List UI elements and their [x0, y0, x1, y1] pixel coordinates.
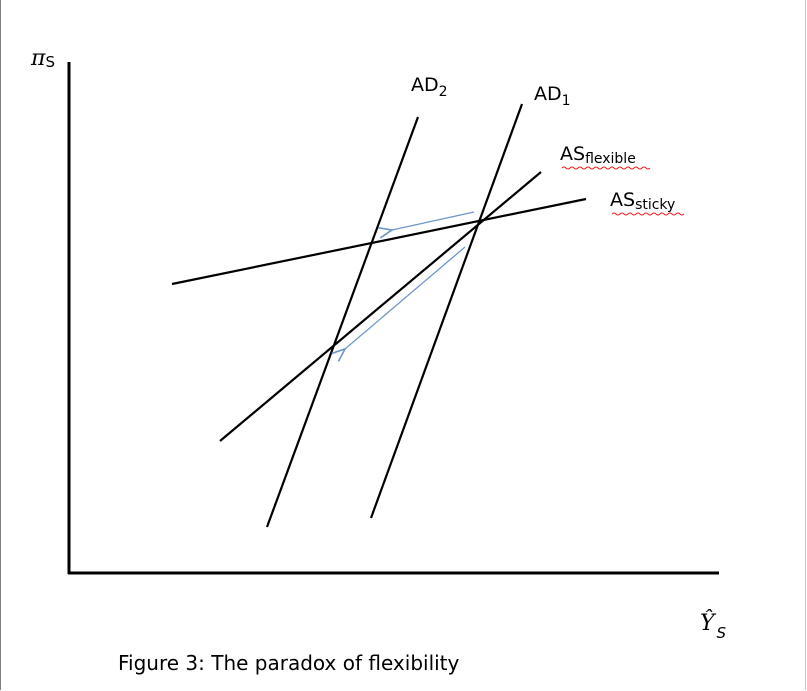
as-sticky-line — [171, 197, 587, 286]
spellcheck-underline-sticky — [611, 212, 685, 216]
flexible-shift-arrow — [345, 246, 466, 349]
as-flexible-label: ASflexible — [560, 143, 636, 167]
as-sticky-label: ASsticky — [610, 189, 675, 213]
ad2-line — [265, 116, 420, 528]
ad1-label: AD1 — [534, 83, 571, 109]
ad2-label: AD2 — [411, 74, 448, 100]
sticky-shift-arrow — [392, 211, 475, 230]
figure-caption: Figure 3: The paradox of flexibility — [118, 651, 460, 675]
as-flexible-line — [219, 171, 542, 442]
y-axis-label: πS — [30, 46, 55, 71]
ad1-line — [369, 103, 524, 519]
spellcheck-underline-flexible — [561, 166, 651, 170]
